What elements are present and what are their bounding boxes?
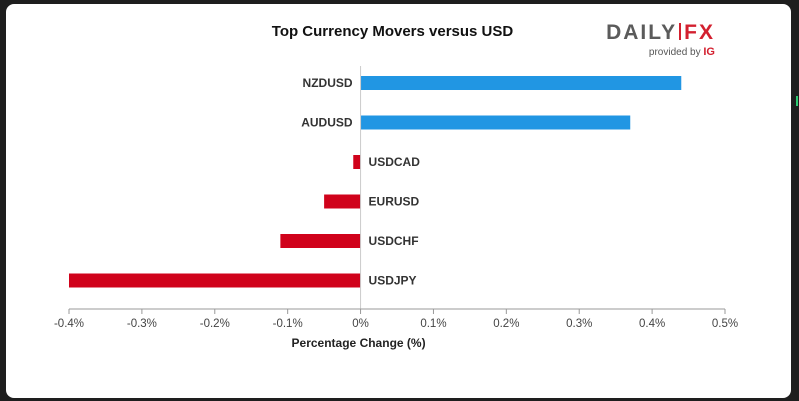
dailyfx-logo: DAILY FX provided by IG [606,22,715,59]
x-tick-label: 0.3% [566,318,592,330]
edge-marker [796,96,798,106]
x-tick-label: 0.2% [493,318,519,330]
category-label-usdchf: USDCHF [369,234,419,248]
x-tick-label: 0% [352,318,369,330]
bar-nzdusd [360,76,682,90]
category-label-eurusd: EURUSD [369,195,420,209]
x-tick-label: -0.1% [273,318,303,330]
logo-word-daily: DAILY [606,21,678,44]
bar-usdcad [353,155,361,169]
logo-word-fx: FX [684,21,715,44]
logo-divider [679,23,682,40]
x-axis-title: Percentage Change (%) [292,336,426,350]
bar-eurusd [324,194,361,209]
ig-logo: IG [703,46,715,58]
logo-subtitle: provided by IG [606,46,715,58]
bar-audusd [360,115,631,130]
chart-card: Top Currency Movers versus USD DAILY FX p… [6,4,791,398]
x-tick-label: -0.4% [54,318,84,330]
provided-by-text: provided by [648,47,701,58]
bar-usdjpy [69,273,361,288]
x-tick-label: -0.2% [200,318,230,330]
chart-title: Top Currency Movers versus USD [6,23,791,40]
bar-chart: NZDUSD AUDUSD USDCAD EURUSD USDCHF USDJPY -0.4… [54,66,738,350]
x-tick-label: -0.3% [127,318,157,330]
logo-wordmark: DAILY FX [606,22,715,44]
category-label-audusd: AUDUSD [301,116,353,130]
x-tick-label: 0.1% [420,318,446,330]
x-tick-label: 0.5% [712,318,738,330]
category-label-usdjpy: USDJPY [369,274,417,288]
bar-usdchf [280,234,361,248]
x-tick-label: 0.4% [639,318,665,330]
category-label-usdcad: USDCAD [369,155,421,169]
category-label-nzdusd: NZDUSD [303,76,353,90]
chart-title-text: Top Currency Movers versus USD [271,23,514,40]
